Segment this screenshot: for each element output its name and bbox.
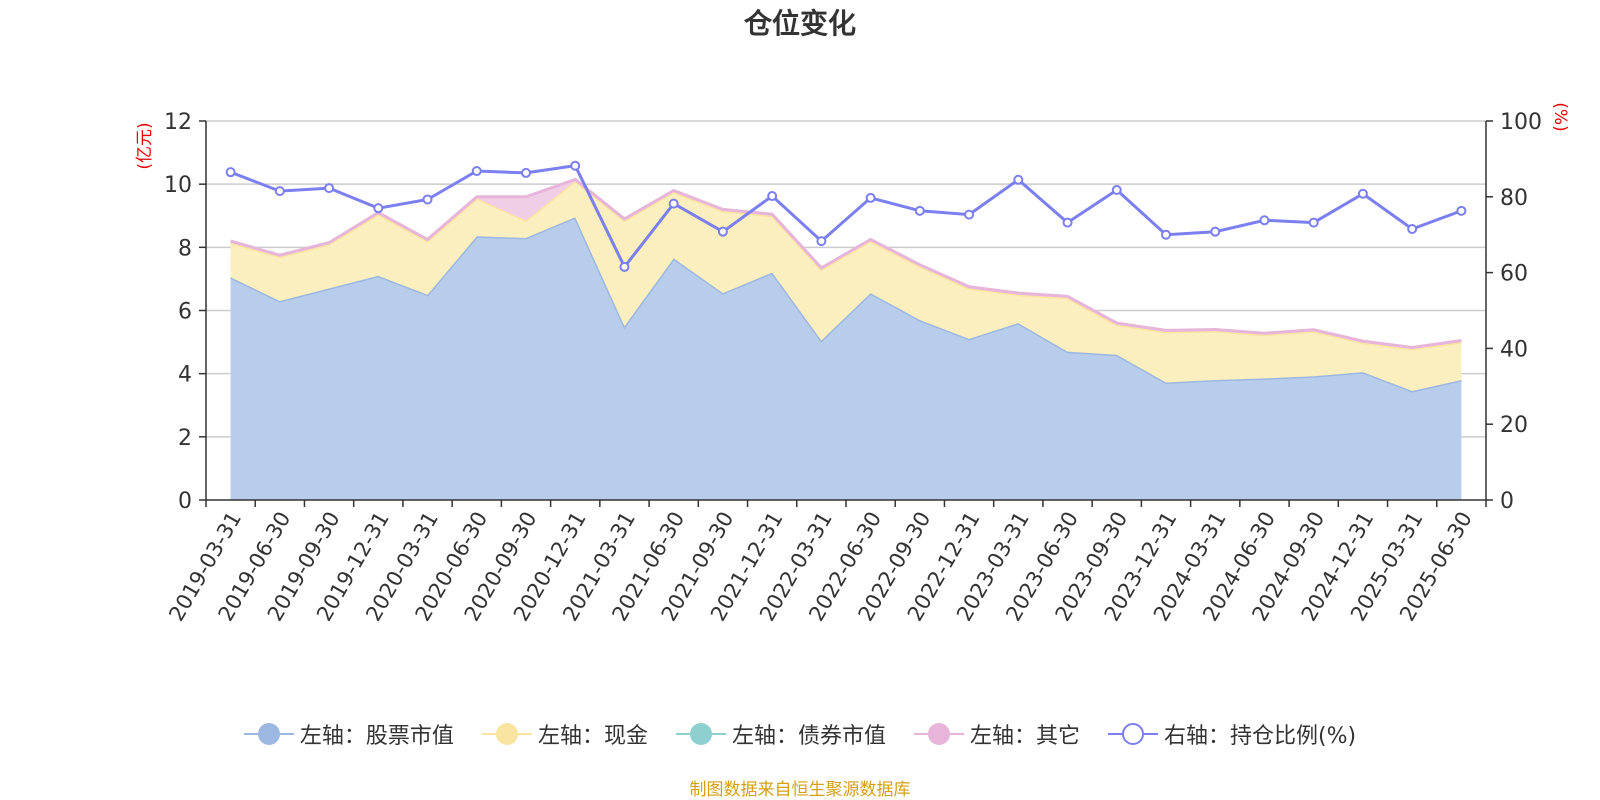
area-左轴：股票市值 <box>230 217 1462 501</box>
line-point <box>668 198 679 209</box>
line-point <box>1357 188 1368 199</box>
chart-title: 仓位变化 <box>743 7 856 40</box>
legend-label: 右轴：持仓比例(%) <box>1163 724 1357 749</box>
legend-swatch <box>243 723 294 745</box>
line-point <box>373 203 384 214</box>
line-point <box>619 261 630 272</box>
y-left-axis-label: (亿元) <box>135 122 155 169</box>
line-point <box>767 191 778 202</box>
legend-item[interactable]: 左轴：债券市值 <box>675 718 886 750</box>
line-point <box>1456 205 1467 216</box>
legend-item[interactable]: 左轴：其它 <box>913 718 1080 750</box>
line-point <box>521 167 531 178</box>
line-point <box>1308 217 1319 228</box>
y-left-tick-label: 8 <box>178 236 192 261</box>
y-right-tick-label: 40 <box>1500 337 1528 362</box>
legend-swatch <box>913 723 964 745</box>
legend-swatch <box>1107 723 1158 745</box>
y-left-tick-label: 6 <box>178 300 192 325</box>
legend: 左轴：股票市值 左轴：现金 左轴：债券市值 左轴：其它 右轴：持仓比例(%) <box>0 718 1600 750</box>
line-point <box>225 167 236 178</box>
area-series <box>229 177 1462 501</box>
line-point <box>717 226 728 237</box>
y-left-tick-label: 10 <box>164 173 192 198</box>
area-左轴：现金 <box>230 181 1462 391</box>
legend-label: 左轴：其它 <box>969 724 1080 749</box>
y-left-tick-label: 4 <box>178 363 192 388</box>
line-point <box>1161 229 1171 240</box>
line-point <box>816 236 827 247</box>
line-point <box>1210 226 1221 237</box>
line-point <box>471 166 482 177</box>
line-point <box>1407 224 1418 235</box>
source-note: 制图数据来自恒生聚源数据库 <box>689 780 911 800</box>
y-right-tick-label: 100 <box>1500 110 1542 135</box>
legend-label: 左轴：股票市值 <box>299 724 454 749</box>
line-point <box>274 186 285 197</box>
line-point <box>964 209 975 220</box>
y-right-tick-label: 80 <box>1500 186 1528 211</box>
line-point <box>1111 184 1122 195</box>
legend-swatch <box>481 723 532 745</box>
legend-label: 左轴：债券市值 <box>731 724 886 749</box>
y-left-tick-label: 0 <box>178 489 192 514</box>
legend-label: 左轴：现金 <box>537 724 648 749</box>
legend-item[interactable]: 右轴：持仓比例(%) <box>1107 718 1357 750</box>
legend-swatch <box>675 723 726 745</box>
legend-item[interactable]: 左轴：现金 <box>481 718 648 750</box>
line-series <box>225 160 1467 272</box>
line-point <box>1013 174 1024 185</box>
y-right-axis-label: (%) <box>1550 102 1570 131</box>
line-point <box>570 160 581 171</box>
line-point <box>1062 217 1073 228</box>
legend-item[interactable]: 左轴：股票市值 <box>243 718 454 750</box>
line-point <box>1259 215 1270 226</box>
area-edge-左轴：其它 <box>230 177 1462 350</box>
axes <box>199 120 1493 507</box>
line-series-path <box>230 164 1462 270</box>
line-point <box>324 183 335 194</box>
line-point <box>914 205 925 216</box>
y-right-tick-label: 60 <box>1500 262 1528 287</box>
y-right-tick-label: 0 <box>1500 489 1514 514</box>
y-left-tick-label: 2 <box>178 426 192 451</box>
line-point <box>865 192 876 203</box>
y-left-tick-label: 12 <box>164 110 192 135</box>
line-point <box>422 194 433 205</box>
y-right-tick-label: 20 <box>1500 413 1528 438</box>
